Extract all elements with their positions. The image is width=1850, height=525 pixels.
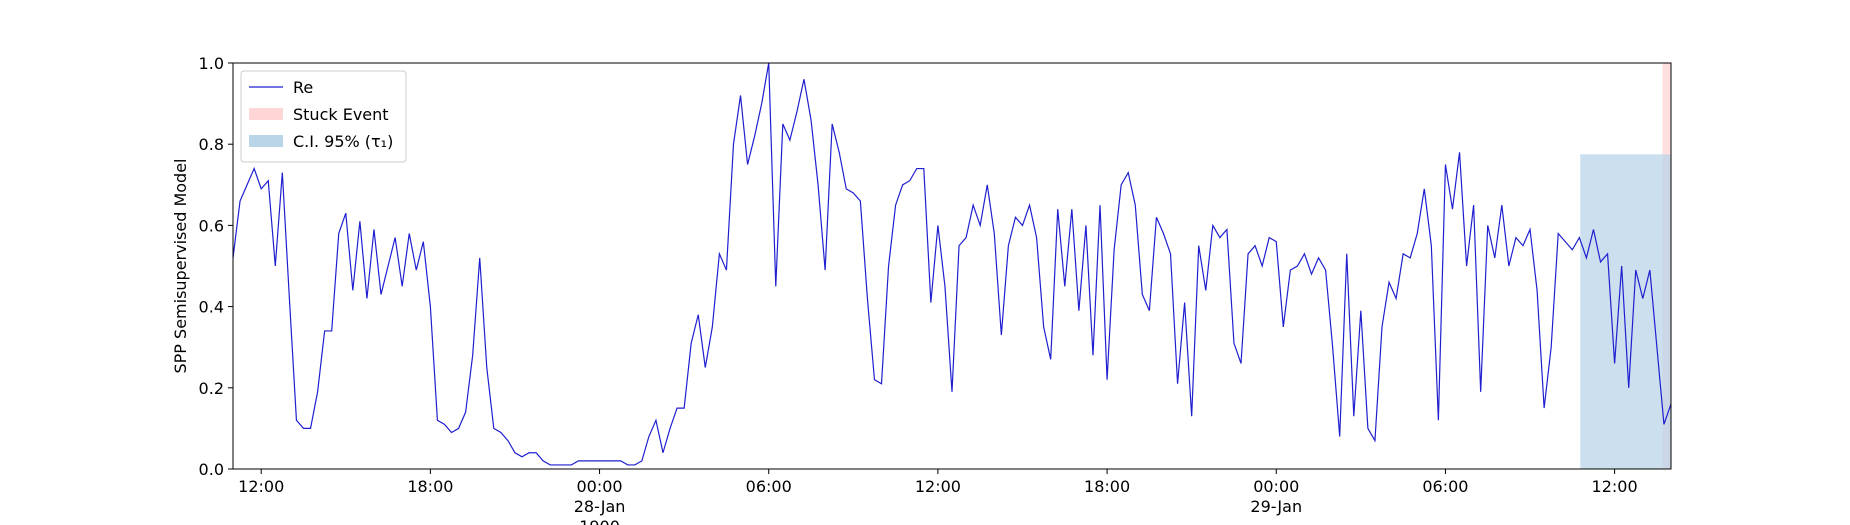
y-tick-label: 1.0 <box>199 54 224 73</box>
legend-label: C.I. 95% (τ₁) <box>293 132 393 151</box>
legend-label: Stuck Event <box>293 105 389 124</box>
data-line <box>232 62 1672 466</box>
x-tick-label: 12:00 <box>238 477 284 496</box>
x-tick-label: 12:00 <box>915 477 961 496</box>
y-tick-label: 0.0 <box>199 460 224 479</box>
span <box>1580 154 1671 469</box>
x-tick-label: 06:00 <box>746 477 792 496</box>
legend-swatch <box>249 135 283 147</box>
y-axis-label: SPP Semisupervised Model <box>171 159 190 374</box>
x-tick-label: 06:00 <box>1422 477 1468 496</box>
y-tick-label: 0.6 <box>199 216 224 235</box>
legend-swatch <box>249 108 283 120</box>
x-tick-label: 18:00 <box>1084 477 1130 496</box>
y-tick-label: 0.8 <box>199 135 224 154</box>
x-tick-label: 12:00 <box>1592 477 1638 496</box>
y-tick-label: 0.4 <box>199 298 224 317</box>
x-tick-label: 00:00 29-Jan <box>1250 477 1302 516</box>
x-tick-label: 18:00 <box>407 477 453 496</box>
legend-label: Re <box>293 78 313 97</box>
plot-frame <box>232 62 1672 470</box>
y-tick-label: 0.2 <box>199 379 224 398</box>
